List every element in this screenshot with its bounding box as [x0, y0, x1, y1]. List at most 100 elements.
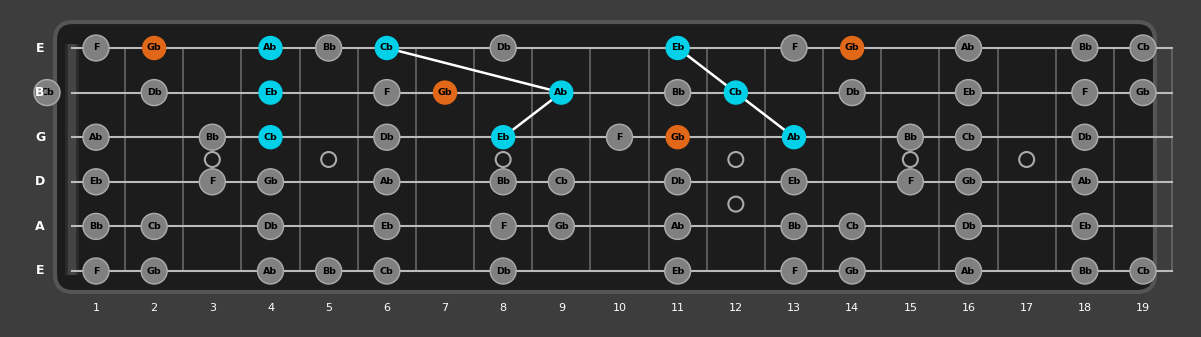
Circle shape	[374, 124, 400, 150]
Text: 8: 8	[500, 303, 507, 313]
Circle shape	[839, 258, 865, 284]
Text: Bb: Bb	[670, 88, 685, 97]
Text: F: F	[616, 133, 623, 142]
Text: Bb: Bb	[322, 43, 335, 53]
Circle shape	[491, 170, 515, 193]
Circle shape	[259, 215, 282, 238]
Circle shape	[259, 126, 282, 149]
Circle shape	[1071, 80, 1098, 105]
Circle shape	[142, 80, 167, 105]
Text: Bb: Bb	[1077, 43, 1092, 53]
Text: G: G	[35, 131, 46, 144]
Text: Cb: Cb	[148, 222, 161, 231]
Circle shape	[549, 169, 574, 195]
Circle shape	[550, 170, 573, 193]
Circle shape	[34, 80, 60, 105]
Circle shape	[550, 81, 573, 104]
Text: Ab: Ab	[555, 88, 568, 97]
Text: 11: 11	[670, 303, 685, 313]
Circle shape	[143, 259, 166, 282]
Circle shape	[608, 126, 631, 149]
Circle shape	[199, 124, 226, 150]
Text: Gb: Gb	[147, 267, 161, 276]
Circle shape	[374, 169, 400, 195]
Circle shape	[841, 36, 864, 60]
Text: Bb: Bb	[903, 133, 918, 142]
Circle shape	[83, 124, 109, 150]
Circle shape	[1074, 215, 1097, 238]
Circle shape	[897, 124, 924, 150]
Circle shape	[84, 36, 108, 60]
Circle shape	[667, 215, 689, 238]
Text: Cb: Cb	[1136, 43, 1149, 53]
Circle shape	[142, 258, 167, 284]
Text: Ab: Ab	[787, 133, 801, 142]
Circle shape	[317, 259, 340, 282]
Circle shape	[783, 36, 806, 60]
Circle shape	[839, 213, 865, 239]
Text: Cb: Cb	[40, 88, 54, 97]
Circle shape	[376, 215, 399, 238]
Text: 4: 4	[267, 303, 274, 313]
Circle shape	[316, 35, 341, 61]
Text: Cb: Cb	[1136, 267, 1149, 276]
Text: Bb: Bb	[496, 177, 510, 186]
Text: Ab: Ab	[1077, 177, 1092, 186]
Text: Gb: Gb	[844, 267, 860, 276]
Circle shape	[1130, 258, 1157, 284]
Circle shape	[84, 170, 108, 193]
Text: D: D	[35, 175, 46, 188]
Circle shape	[956, 80, 981, 105]
Circle shape	[259, 170, 282, 193]
Text: Ab: Ab	[380, 177, 394, 186]
Circle shape	[1074, 126, 1097, 149]
Text: Ab: Ab	[263, 43, 277, 53]
Text: Gb: Gb	[670, 133, 685, 142]
Text: Eb: Eb	[671, 43, 685, 53]
Circle shape	[956, 213, 981, 239]
Circle shape	[667, 259, 689, 282]
Text: Bb: Bb	[1077, 267, 1092, 276]
Text: Eb: Eb	[1078, 222, 1092, 231]
Circle shape	[783, 126, 806, 149]
Circle shape	[1074, 81, 1097, 104]
Circle shape	[143, 36, 166, 60]
Text: F: F	[1082, 88, 1088, 97]
Circle shape	[490, 35, 516, 61]
Circle shape	[607, 124, 633, 150]
Text: F: F	[383, 88, 390, 97]
Text: Cb: Cb	[380, 267, 394, 276]
Text: Gb: Gb	[147, 43, 161, 53]
Circle shape	[199, 169, 226, 195]
Text: 7: 7	[442, 303, 448, 313]
Text: 5: 5	[325, 303, 333, 313]
Circle shape	[956, 169, 981, 195]
Circle shape	[491, 215, 515, 238]
Circle shape	[374, 213, 400, 239]
Circle shape	[956, 258, 981, 284]
Circle shape	[376, 259, 399, 282]
Circle shape	[781, 169, 807, 195]
Text: E: E	[36, 265, 44, 277]
Text: F: F	[92, 267, 100, 276]
Text: F: F	[500, 222, 507, 231]
Circle shape	[142, 213, 167, 239]
Text: Eb: Eb	[496, 133, 509, 142]
Text: Bb: Bb	[322, 267, 335, 276]
Text: 9: 9	[557, 303, 564, 313]
Circle shape	[143, 81, 166, 104]
Circle shape	[667, 36, 689, 60]
Text: Db: Db	[496, 43, 510, 53]
Text: 18: 18	[1077, 303, 1092, 313]
Text: Eb: Eb	[962, 88, 975, 97]
Circle shape	[781, 213, 807, 239]
Text: Db: Db	[961, 222, 975, 231]
Text: 3: 3	[209, 303, 216, 313]
Circle shape	[664, 80, 691, 105]
Circle shape	[898, 170, 922, 193]
Circle shape	[550, 215, 573, 238]
Circle shape	[316, 258, 341, 284]
Circle shape	[1071, 258, 1098, 284]
Text: 12: 12	[729, 303, 743, 313]
Circle shape	[490, 258, 516, 284]
